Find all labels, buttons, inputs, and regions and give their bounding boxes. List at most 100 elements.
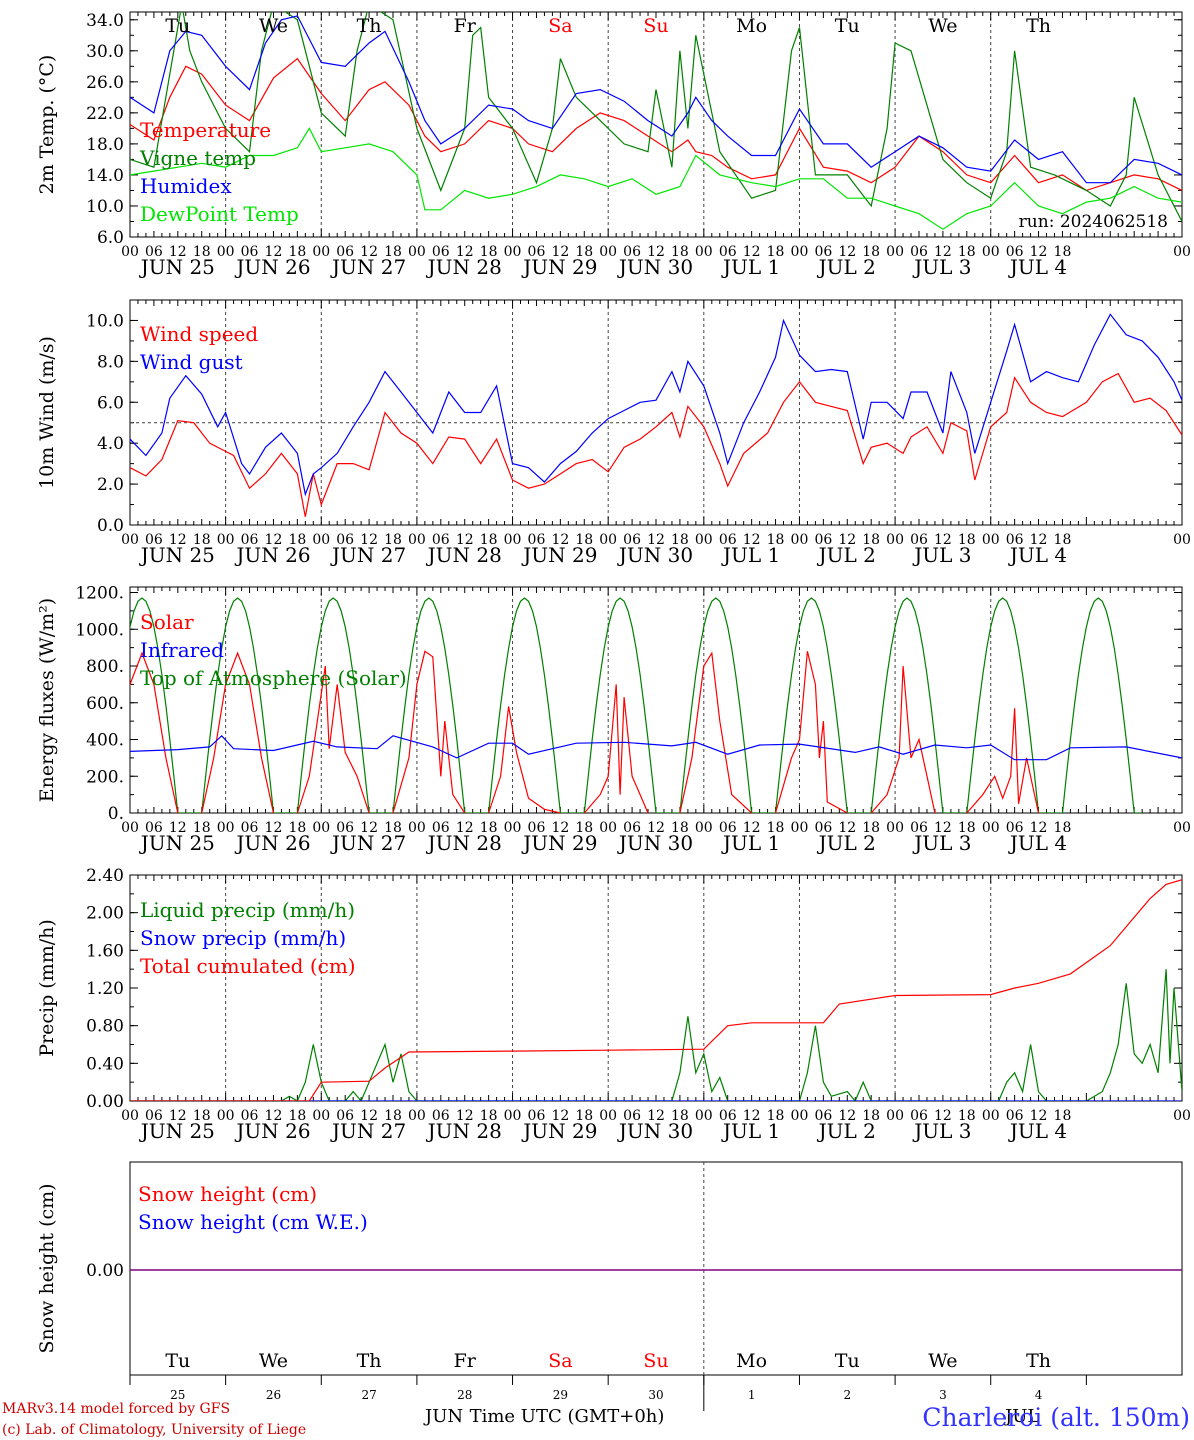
y-tick-label: 26.0 bbox=[86, 73, 124, 93]
y-tick-label: 8.0 bbox=[97, 352, 124, 372]
hour-tick-label: 12 bbox=[169, 820, 187, 836]
hour-tick-label: 18 bbox=[958, 820, 976, 836]
hour-tick-label: 18 bbox=[862, 532, 880, 548]
y-tick-label: 0. bbox=[108, 804, 124, 824]
hour-tick-label: 00 bbox=[982, 244, 1000, 260]
date-label: JUL 1 bbox=[721, 1119, 780, 1143]
hour-tick-label: 18 bbox=[862, 1108, 880, 1124]
hour-tick-label: 06 bbox=[910, 532, 928, 548]
legend-entry: Liquid precip (mm/h) bbox=[140, 898, 355, 922]
hour-tick-label: 00 bbox=[1173, 532, 1191, 548]
day-number: 30 bbox=[648, 1388, 663, 1402]
date-label: JUL 1 bbox=[721, 255, 780, 279]
date-label: JUL 2 bbox=[817, 1119, 876, 1143]
hour-tick-label: 06 bbox=[719, 1108, 737, 1124]
hour-tick-label: 00 bbox=[312, 820, 330, 836]
day-number: 25 bbox=[170, 1388, 185, 1402]
toa-curve bbox=[664, 597, 760, 813]
hour-tick-label: 06 bbox=[1006, 820, 1024, 836]
date-label: JUL 3 bbox=[912, 543, 971, 567]
hour-tick-label: 18 bbox=[1054, 244, 1072, 260]
hour-tick-label: 00 bbox=[791, 244, 809, 260]
hour-tick-label: 00 bbox=[312, 532, 330, 548]
y-tick-label: 6.0 bbox=[97, 228, 124, 248]
y-tick-label: 2.40 bbox=[86, 866, 124, 886]
hour-tick-label: 06 bbox=[145, 1108, 163, 1124]
legend-entry: Total cumulated (cm) bbox=[140, 954, 356, 978]
plot-frame bbox=[129, 1161, 1183, 1376]
hour-tick-label: 06 bbox=[623, 820, 641, 836]
y-axis-label: Snow height (cm) bbox=[36, 1183, 58, 1353]
hour-tick-label: 18 bbox=[767, 1108, 785, 1124]
hour-tick-label: 06 bbox=[814, 820, 832, 836]
y-tick-label: 400. bbox=[86, 731, 124, 751]
legend-entry: Vigne temp bbox=[139, 146, 256, 170]
y-tick-label: 14.0 bbox=[86, 166, 124, 186]
hour-tick-label: 06 bbox=[145, 820, 163, 836]
hour-tick-label: 00 bbox=[504, 532, 522, 548]
hour-tick-label: 06 bbox=[432, 244, 450, 260]
hour-tick-label: 18 bbox=[575, 244, 593, 260]
hour-tick-label: 12 bbox=[551, 820, 569, 836]
date-label: JUL 3 bbox=[912, 831, 971, 855]
hour-tick-label: 12 bbox=[456, 1108, 474, 1124]
toa-curve bbox=[855, 597, 951, 813]
date-label: JUN 27 bbox=[330, 831, 406, 855]
date-label: JUN 29 bbox=[521, 255, 597, 279]
hour-tick-label: 12 bbox=[934, 532, 952, 548]
hour-tick-label: 18 bbox=[862, 244, 880, 260]
date-label: JUL 4 bbox=[1008, 1119, 1067, 1143]
hour-tick-label: 12 bbox=[456, 244, 474, 260]
hour-tick-label: 12 bbox=[838, 532, 856, 548]
hour-tick-label: 18 bbox=[193, 244, 211, 260]
legend-entry: Humidex bbox=[140, 174, 232, 198]
hour-tick-label: 00 bbox=[791, 820, 809, 836]
solar-curve bbox=[774, 651, 848, 813]
y-axis-label: Precip (mm/h) bbox=[36, 919, 58, 1057]
date-label: JUN 25 bbox=[139, 255, 215, 279]
weekday-label: Th bbox=[1026, 15, 1051, 37]
day-number: 26 bbox=[266, 1388, 281, 1402]
hour-tick-label: 18 bbox=[575, 820, 593, 836]
hour-tick-label: 12 bbox=[1030, 820, 1048, 836]
hour-tick-label: 12 bbox=[1030, 532, 1048, 548]
hour-tick-label: 12 bbox=[169, 1108, 187, 1124]
hour-tick-label: 18 bbox=[480, 532, 498, 548]
date-label: JUN 27 bbox=[330, 543, 406, 567]
hour-tick-label: 18 bbox=[671, 244, 689, 260]
series-line bbox=[130, 127, 1182, 230]
y-tick-label: 4.0 bbox=[97, 434, 124, 454]
hour-tick-label: 18 bbox=[671, 532, 689, 548]
toa-curve bbox=[472, 597, 569, 813]
hour-tick-label: 18 bbox=[384, 820, 402, 836]
solar-curve bbox=[392, 650, 466, 813]
y-tick-label: 22.0 bbox=[86, 104, 124, 124]
weekday-label: We bbox=[928, 1350, 957, 1372]
hour-tick-label: 06 bbox=[336, 820, 354, 836]
y-tick-label: 1.20 bbox=[86, 979, 124, 999]
legend-entry: Wind gust bbox=[140, 350, 243, 374]
hour-tick-label: 06 bbox=[719, 820, 737, 836]
hour-tick-label: 06 bbox=[528, 1108, 546, 1124]
plot-frame bbox=[129, 299, 1183, 526]
toa-curve bbox=[185, 597, 282, 813]
weekday-label: Mo bbox=[736, 1350, 767, 1372]
hour-tick-label: 00 bbox=[504, 820, 522, 836]
y-tick-label: 18.0 bbox=[86, 135, 124, 155]
hour-tick-label: 00 bbox=[695, 1108, 713, 1124]
hour-tick-label: 06 bbox=[432, 820, 450, 836]
hour-tick-label: 12 bbox=[551, 532, 569, 548]
y-tick-label: 0.00 bbox=[86, 1092, 124, 1112]
solar-curve bbox=[488, 706, 561, 813]
hour-tick-label: 18 bbox=[862, 820, 880, 836]
hour-tick-label: 06 bbox=[241, 1108, 259, 1124]
date-label: JUN 28 bbox=[426, 1119, 502, 1143]
hour-tick-label: 00 bbox=[312, 1108, 330, 1124]
hour-tick-label: 12 bbox=[838, 820, 856, 836]
date-label: JUN 28 bbox=[426, 255, 502, 279]
run-label: run: 2024062518 bbox=[1019, 212, 1168, 232]
panel-3: Energy fluxes (W/m²) bbox=[36, 586, 1183, 814]
hour-tick-label: 12 bbox=[743, 532, 761, 548]
hour-tick-label: 12 bbox=[360, 820, 378, 836]
